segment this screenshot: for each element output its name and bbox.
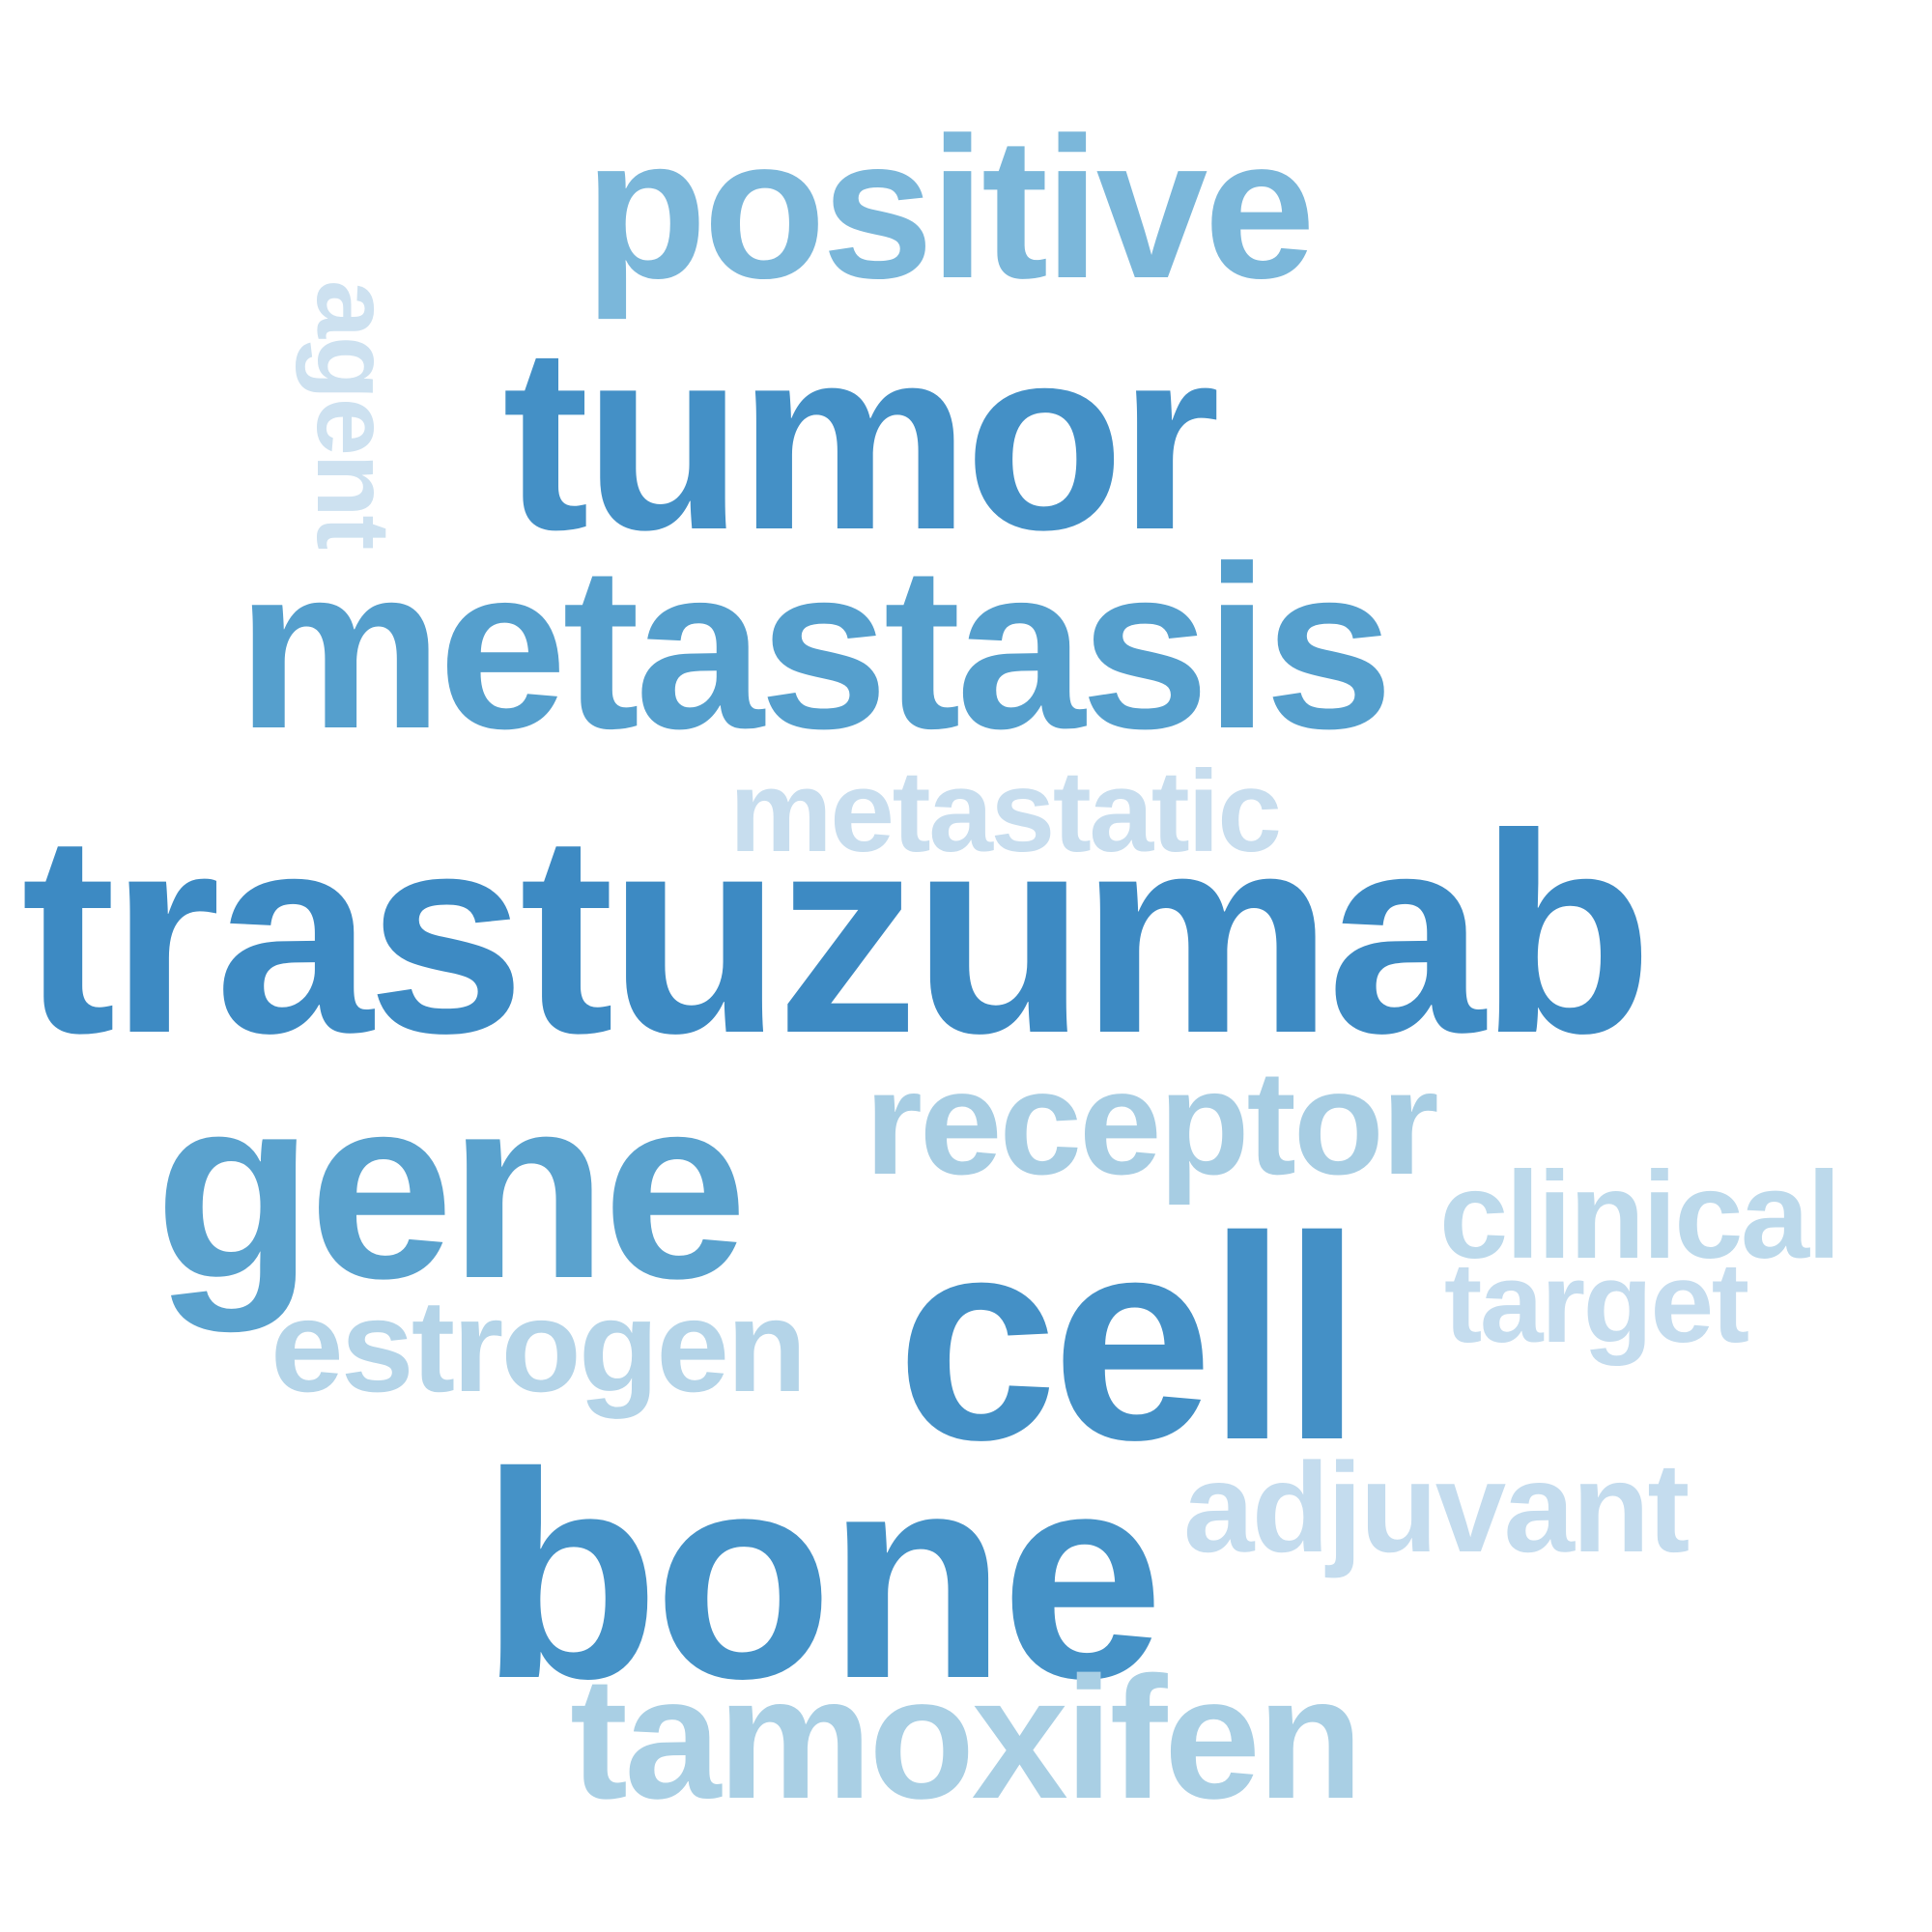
- word-tamoxifen: tamoxifen: [570, 1641, 1363, 1835]
- word-gene: gene: [155, 1042, 748, 1333]
- word-cell: cell: [896, 1176, 1362, 1500]
- word-clinical: clinical: [1439, 1147, 1841, 1285]
- word-agent: agent: [296, 280, 412, 549]
- word-metastatic: metastatic: [729, 747, 1282, 876]
- word-adjuvant: adjuvant: [1183, 1436, 1690, 1578]
- word-tumor: tumor: [502, 294, 1220, 584]
- word-target: target: [1444, 1239, 1749, 1367]
- word-metastasis: metastasis: [237, 518, 1394, 777]
- word-bone: bone: [480, 1412, 1164, 1740]
- word-positive: positive: [584, 97, 1316, 321]
- word-estrogen: estrogen: [270, 1272, 807, 1419]
- word-trastuzumab: trastuzumab: [21, 776, 1653, 1093]
- word-receptor: receptor: [865, 1039, 1439, 1206]
